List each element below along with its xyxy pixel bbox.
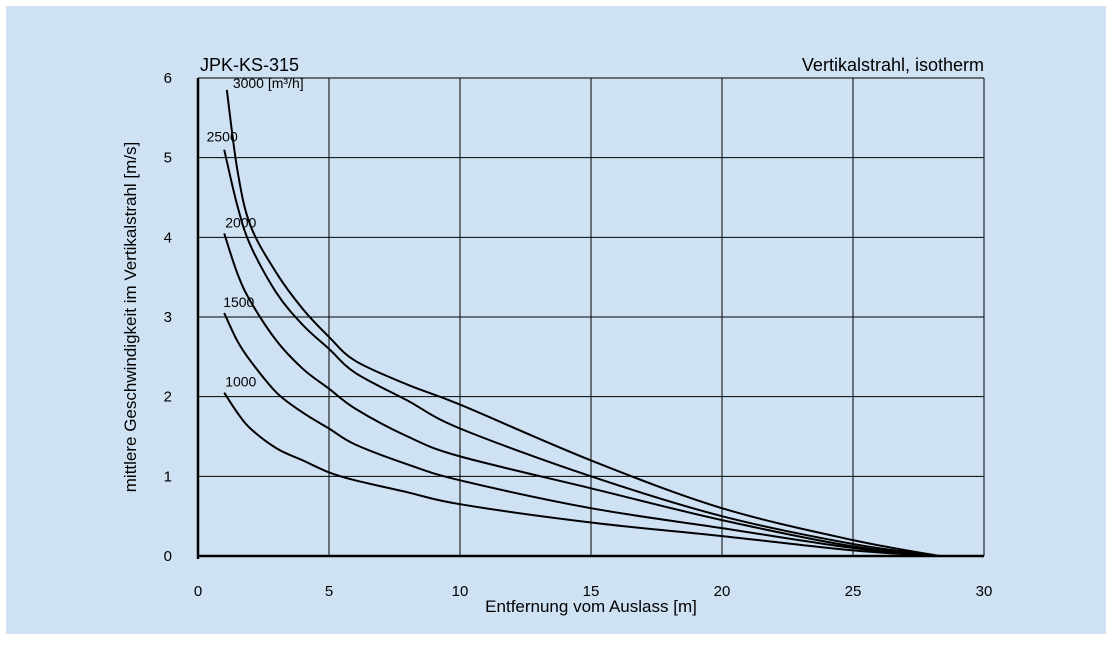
series-label-1500: 1500 [223, 294, 254, 310]
series-label-1000: 1000 [225, 374, 256, 390]
axes [196, 78, 984, 559]
grid [197, 77, 985, 557]
x-tick-label-4: 20 [714, 583, 731, 600]
series-label-2500: 2500 [207, 129, 238, 145]
x-tick-label-1: 5 [325, 583, 333, 600]
x-tick-label-5: 25 [845, 583, 862, 600]
series-label-3000: 3000 [m³/h] [233, 75, 304, 91]
chart-title-right: Vertikalstrahl, isotherm [802, 55, 984, 75]
chart-title-left: JPK-KS-315 [200, 55, 299, 75]
series-labels: 3000 [m³/h] 2500 2000 1500 1000 [207, 75, 304, 390]
series-line-3000 [225, 89, 940, 557]
series-line-2500 [223, 149, 940, 557]
y-tick-label-0: 0 [164, 548, 172, 565]
series-line-1500 [223, 312, 940, 557]
series-line-1000 [223, 392, 940, 557]
series-group [223, 89, 940, 557]
y-tick-label-4: 4 [164, 229, 172, 246]
x-tick-label-2: 10 [452, 583, 469, 600]
series-label-2000: 2000 [225, 214, 256, 230]
x-tick-label-0: 0 [194, 583, 202, 600]
x-tick-label-6: 30 [976, 583, 993, 600]
tick-labels: 0 5 10 15 20 25 30 0 1 2 3 4 5 6 [164, 70, 993, 600]
chart-panel [6, 6, 1106, 634]
x-axis-label: Entfernung vom Auslass [m] [485, 597, 697, 616]
y-tick-label-5: 5 [164, 150, 172, 167]
y-tick-label-3: 3 [164, 309, 172, 326]
y-tick-label-1: 1 [164, 468, 172, 485]
x-tick-label-3: 15 [583, 583, 600, 600]
series-line-2000 [223, 233, 940, 557]
y-axis-label: mittlere Geschwindigkeit im Vertikalstra… [121, 142, 140, 493]
y-tick-label-2: 2 [164, 389, 172, 406]
y-tick-label-6: 6 [164, 70, 172, 87]
